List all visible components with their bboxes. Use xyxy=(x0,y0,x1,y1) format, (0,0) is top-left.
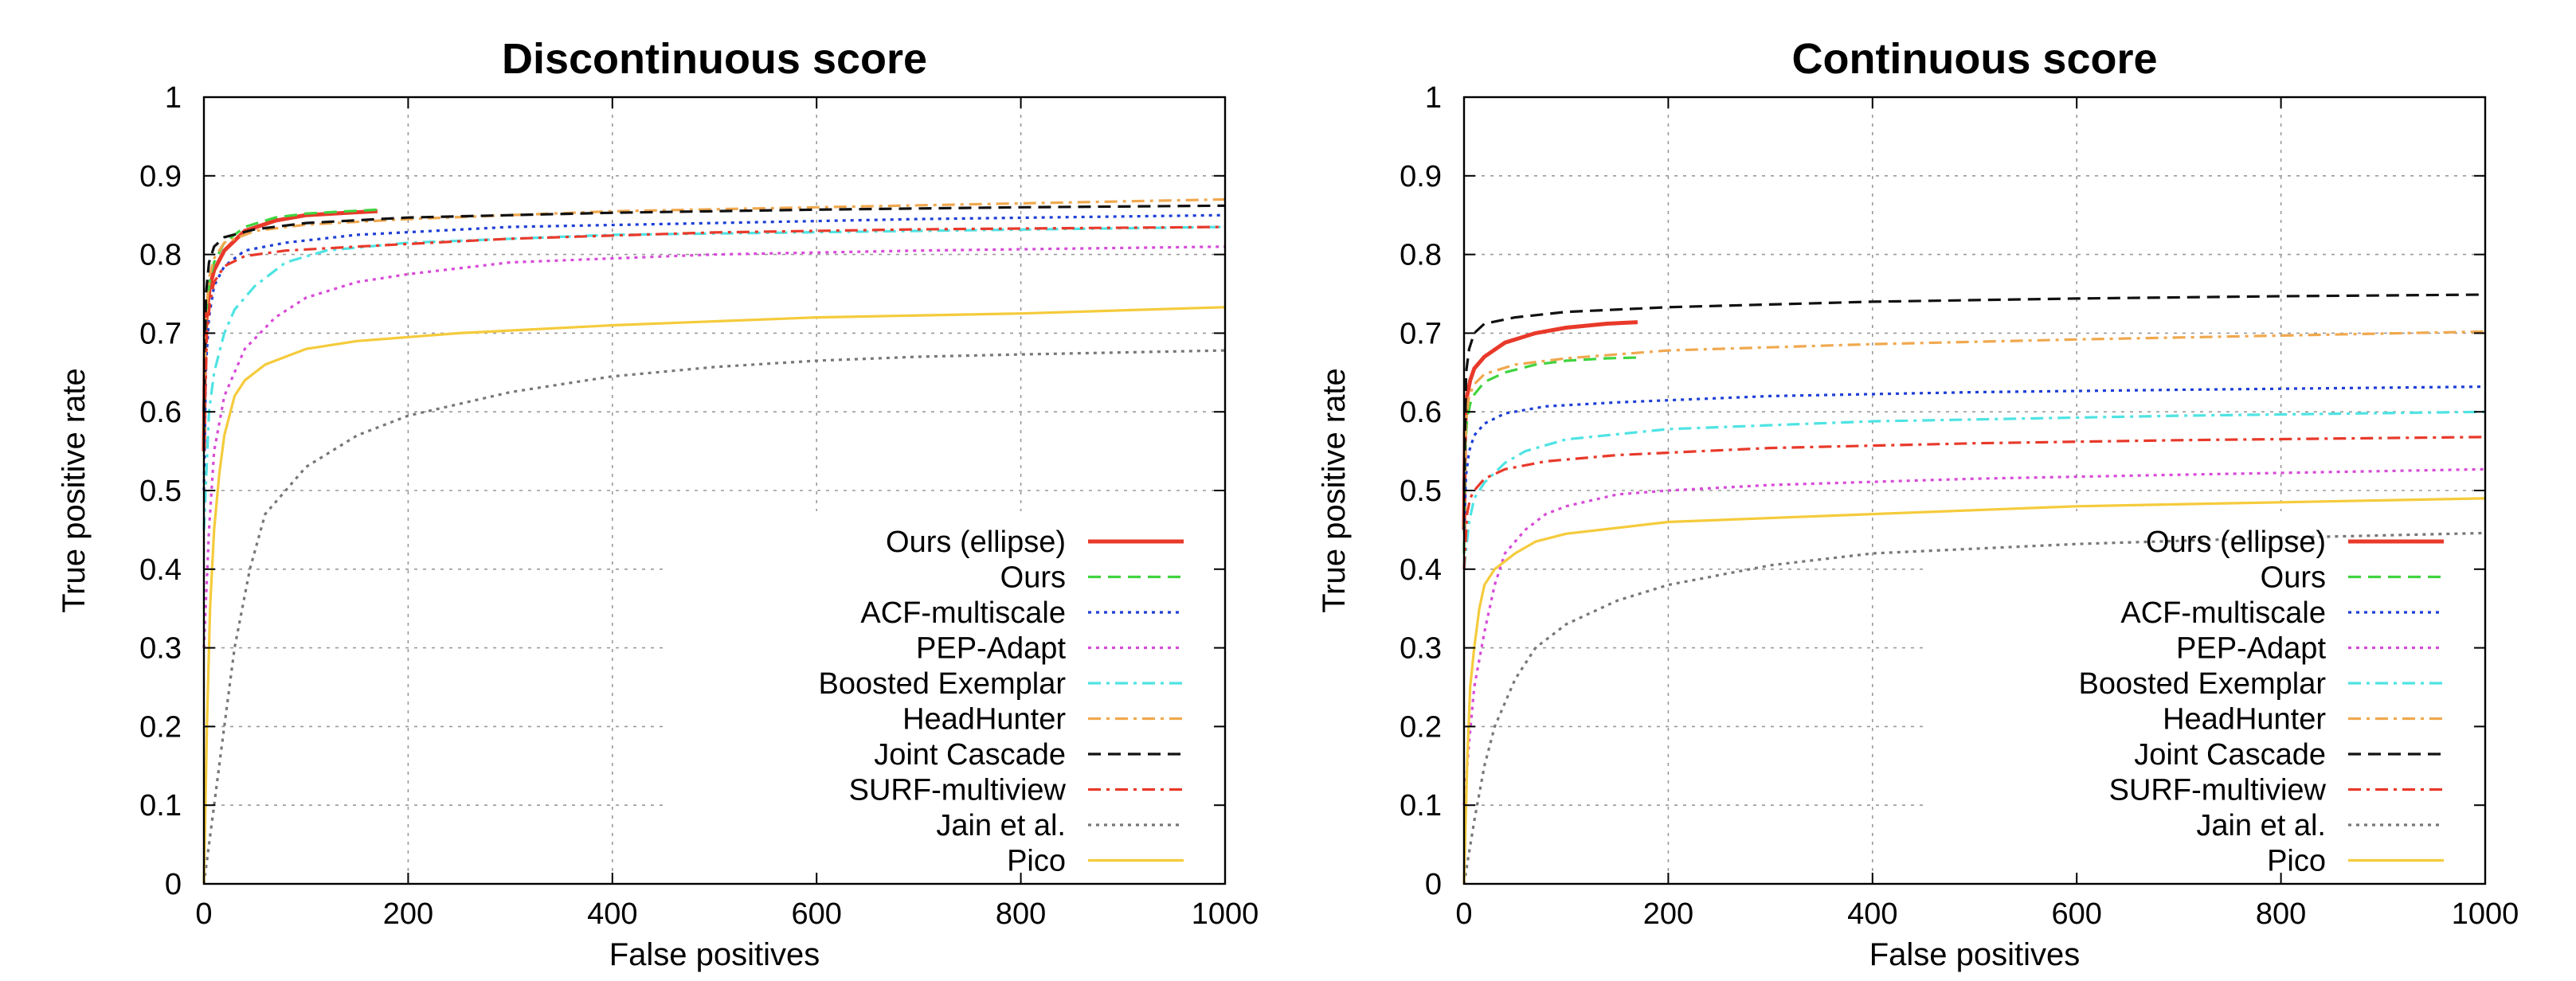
legend-label: Ours xyxy=(1000,561,1066,595)
legend: Ours (ellipse)OursACF-multiscalePEP-Adap… xyxy=(2079,526,2444,878)
legend-label: Jain et al. xyxy=(936,809,1066,842)
gridlines xyxy=(204,97,1225,884)
legend-label: HeadHunter xyxy=(902,703,1066,737)
y-tick-label: 0.4 xyxy=(1400,553,1442,587)
y-tick-label: 1 xyxy=(1425,81,1442,115)
y-tick-label: 0.3 xyxy=(139,632,182,666)
series-line-headhunter xyxy=(1462,330,2486,491)
legend-label: Ours xyxy=(2261,561,2326,595)
y-axis-label: True positive rate xyxy=(57,368,92,613)
y-tick-label: 0.9 xyxy=(139,160,182,193)
series-line-surf-multiview xyxy=(202,225,1226,451)
legend-label: SURF-multiview xyxy=(2109,774,2327,807)
y-tick-label: 0.3 xyxy=(1400,632,1442,666)
y-tick-label: 0.8 xyxy=(1400,239,1442,272)
x-tick-label: 400 xyxy=(1847,897,1897,931)
x-tick-label: 600 xyxy=(2051,897,2101,931)
x-tick-label: 200 xyxy=(383,897,433,931)
legend-label: Joint Cascade xyxy=(2134,738,2326,772)
y-tick-label: 0.6 xyxy=(1400,396,1442,429)
series-line-boosted-exemplar xyxy=(202,225,1226,530)
series-line-ours-ellipse- xyxy=(1462,320,1638,530)
chart-panel-1: 0 200 400 600 800 1000 0 0.1 0.2 0.3 0.4 0.5 0.6 0.7 0… xyxy=(1317,35,2519,972)
series-lines xyxy=(1462,293,2486,885)
y-tick-label: 0.7 xyxy=(139,317,182,350)
series-line-pico xyxy=(1462,497,2486,885)
x-tick-label: 400 xyxy=(587,897,637,931)
y-tick-label: 0.5 xyxy=(1400,475,1442,508)
legend-label: ACF-multiscale xyxy=(2120,596,2326,630)
chart-title: Discontinuous score xyxy=(502,35,927,83)
legend-label: Ours (ellipse) xyxy=(886,526,1066,559)
series-lines xyxy=(202,197,1226,885)
legend-label: Pico xyxy=(2267,845,2326,878)
x-tick-label: 0 xyxy=(195,897,212,931)
y-tick-label: 0.2 xyxy=(139,710,182,744)
y-tick-label: 0.1 xyxy=(139,789,182,823)
y-tick-label: 0.4 xyxy=(139,553,182,587)
series-line-jain-et-al- xyxy=(1462,531,2486,885)
gridlines xyxy=(1464,97,2485,884)
legend-label: PEP-Adapt xyxy=(916,632,1066,666)
x-tick-label: 200 xyxy=(1643,897,1693,931)
x-tick-label: 600 xyxy=(791,897,841,931)
y-tick-label: 0.2 xyxy=(1400,710,1442,744)
legend: Ours (ellipse)OursACF-multiscalePEP-Adap… xyxy=(819,526,1184,878)
x-tick-label: 1000 xyxy=(1192,897,1259,931)
x-tick-label: 800 xyxy=(996,897,1046,931)
x-axis-label: False positives xyxy=(1869,937,2081,972)
y-tick-label: 0 xyxy=(165,868,182,901)
series-line-pico xyxy=(202,306,1226,885)
series-line-headhunter xyxy=(202,197,1226,412)
y-tick-label: 0.7 xyxy=(1400,317,1442,350)
series-line-acf-multiscale xyxy=(1462,385,2486,530)
y-tick-label: 0.1 xyxy=(1400,789,1442,823)
series-line-acf-multiscale xyxy=(202,213,1226,491)
y-tick-label: 0.8 xyxy=(139,239,182,272)
y-tick-label: 0.9 xyxy=(1400,160,1442,193)
legend-label: ACF-multiscale xyxy=(860,596,1066,630)
series-line-jain-et-al- xyxy=(202,349,1226,885)
legend-label: Joint Cascade xyxy=(874,738,1066,772)
legend-label: Pico xyxy=(1007,845,1066,878)
y-tick-label: 1 xyxy=(165,81,182,115)
x-tick-label: 0 xyxy=(1455,897,1472,931)
y-tick-label: 0.5 xyxy=(139,475,182,508)
legend-label: Boosted Exemplar xyxy=(819,667,1067,701)
legend-label: Jain et al. xyxy=(2196,809,2326,842)
legend-label: PEP-Adapt xyxy=(2176,632,2326,666)
legend-label: Boosted Exemplar xyxy=(2079,667,2327,701)
legend-label: HeadHunter xyxy=(2163,703,2326,737)
series-line-pep-adapt xyxy=(1462,467,2486,806)
series-line-boosted-exemplar xyxy=(1462,410,2486,569)
x-tick-label: 800 xyxy=(2256,897,2306,931)
legend-label: SURF-multiview xyxy=(849,774,1067,807)
series-line-surf-multiview xyxy=(1462,436,2486,569)
chart-title: Continuous score xyxy=(1791,35,2157,83)
x-tick-label: 1000 xyxy=(2452,897,2519,931)
x-axis-label: False positives xyxy=(609,937,820,972)
series-line-joint-cascade xyxy=(202,204,1226,412)
legend-label: Ours (ellipse) xyxy=(2146,526,2326,559)
y-axis-label: True positive rate xyxy=(1317,368,1352,613)
chart-panel-0: 0 200 400 600 800 1000 0 0.1 0.2 0.3 0.4 0.5 0.6 0.7 0… xyxy=(57,35,1259,972)
y-tick-label: 0.6 xyxy=(139,396,182,429)
series-line-joint-cascade xyxy=(1462,293,2486,491)
y-tick-label: 0 xyxy=(1425,868,1442,901)
series-line-pep-adapt xyxy=(202,245,1226,648)
